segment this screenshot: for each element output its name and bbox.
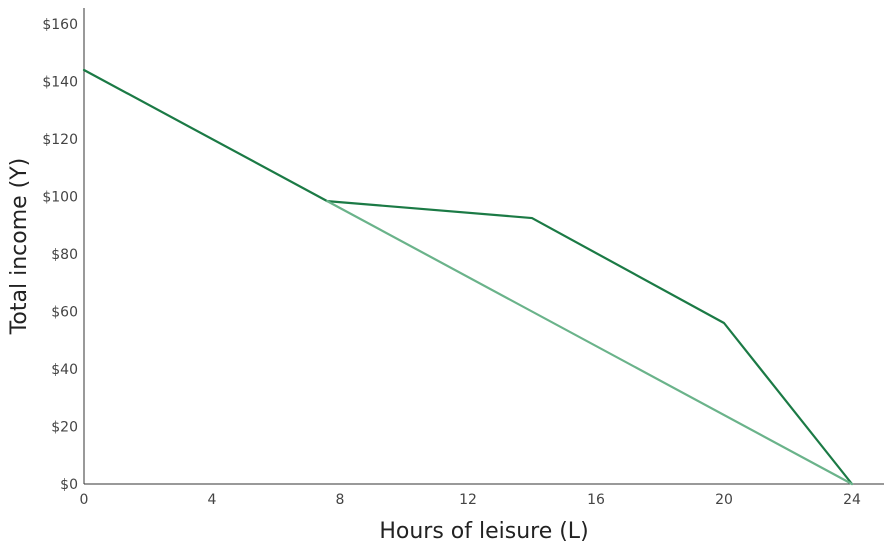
series-line-2 (326, 200, 854, 486)
x-axis-tick-labels: 0 4 8 12 16 20 24 (80, 492, 861, 508)
y-tick-label: $0 (60, 477, 78, 493)
x-axis-title: Hours of leisure (L) (379, 519, 588, 544)
x-tick-label: 12 (459, 492, 477, 508)
series-lines (82, 68, 854, 486)
x-tick-label: 20 (715, 492, 733, 508)
y-tick-label: $40 (51, 362, 78, 378)
y-tick-label: $100 (42, 190, 78, 206)
x-tick-label: 8 (336, 492, 345, 508)
x-tick-label: 0 (80, 492, 89, 508)
series-line-1 (82, 68, 854, 486)
y-tick-label: $160 (42, 17, 78, 33)
y-tick-label: $80 (51, 247, 78, 263)
y-axis-tick-labels: $0 $20 $40 $60 $80 $100 $120 $140 $160 (42, 17, 78, 493)
x-tick-label: 4 (208, 492, 217, 508)
x-tick-label: 16 (587, 492, 605, 508)
y-tick-label: $60 (51, 305, 78, 321)
y-tick-label: $140 (42, 75, 78, 91)
y-axis-title: Total income (Y) (7, 158, 32, 336)
y-tick-label: $20 (51, 420, 78, 436)
x-tick-label: 24 (843, 492, 861, 508)
y-tick-label: $120 (42, 132, 78, 148)
